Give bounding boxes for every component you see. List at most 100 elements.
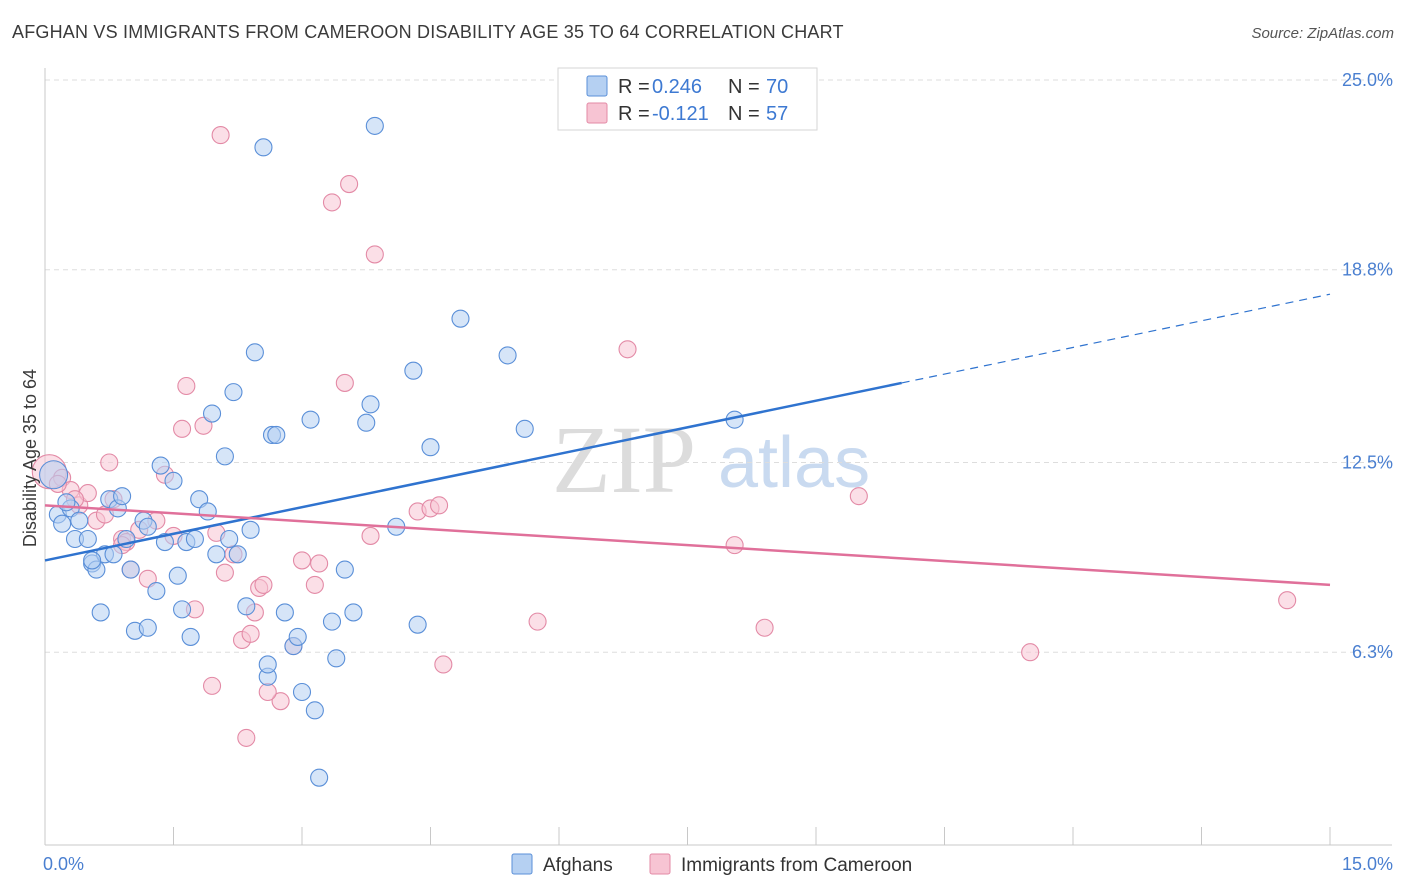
afghan-point-16 — [121, 560, 140, 579]
legend-n-value-1: 70 — [766, 76, 788, 98]
x-tick-label-1: 15.0% — [1342, 854, 1393, 874]
bottom-legend-swatch-cameroon — [649, 853, 671, 875]
cameroon-point-17 — [173, 419, 192, 438]
cameroon-point-20 — [194, 416, 213, 435]
bottom-legend-afghans: Afghans — [543, 855, 613, 876]
afghan-trend-line — [44, 381, 902, 562]
afghan-point-58 — [365, 116, 384, 135]
afghan-point-68 — [138, 517, 157, 536]
afghan-point-61 — [408, 615, 427, 634]
legend-swatch-afghans — [586, 75, 608, 97]
afghan-point-33 — [215, 447, 234, 466]
afghan-point-32 — [207, 545, 226, 564]
afghan-point-2 — [53, 514, 72, 533]
afghan-point-51 — [310, 768, 329, 787]
afghan-point-56 — [357, 413, 376, 432]
bottom-legend: Afghans Immigrants from Cameroon — [511, 853, 912, 876]
cameroon-point-48 — [725, 536, 744, 555]
cameroon-point-56 — [258, 682, 277, 702]
afghan-point-29 — [190, 490, 209, 509]
cameroon-point-41 — [365, 245, 384, 264]
afghan-point-36 — [228, 545, 247, 564]
cameroon-point-27 — [237, 728, 256, 747]
legend-n-label-2: N = — [728, 103, 760, 125]
bottom-legend-swatch-afghans — [511, 853, 533, 875]
y-tick-label-1: 12.5% — [1342, 453, 1393, 473]
cameroon-point-38 — [335, 373, 354, 392]
afghan-point-50 — [305, 701, 324, 720]
afghan-point-42 — [258, 655, 277, 674]
cameroon-point-34 — [292, 551, 312, 570]
afghan-point-49 — [301, 410, 320, 429]
legend-r-label-2: R = — [618, 103, 650, 125]
afghan-point-60 — [404, 361, 423, 380]
cameroon-point-39 — [340, 174, 359, 194]
chart-source: Source: ZipAtlas.com — [1251, 25, 1394, 42]
legend-n-label-1: N = — [728, 76, 760, 98]
cameroon-point-18 — [177, 376, 196, 396]
cameroon-trend-line — [44, 504, 1331, 587]
afghan-point-38 — [241, 520, 260, 539]
tick-labels: 6.3% 12.5% 18.8% 25.0% 0.0% 15.0% — [43, 70, 1393, 874]
cameroon-point-32 — [271, 692, 290, 711]
afghan-point-27 — [181, 627, 200, 646]
afghan-point-14 — [113, 487, 132, 506]
cameroon-point-45 — [434, 655, 453, 674]
legend-r-value-2: -0.121 — [652, 103, 709, 125]
afghan-trend-extension — [901, 293, 1331, 384]
afghan-point-45 — [275, 603, 294, 622]
afghan-point-22 — [155, 533, 174, 552]
afghan-point-63 — [451, 309, 470, 328]
cameroon-point-24 — [215, 563, 234, 582]
afghan-point-37 — [237, 597, 256, 616]
cameroon-point-21 — [203, 676, 222, 695]
legend-swatch-cameroon — [586, 102, 608, 124]
top-legend: R = 0.246 N = 70 R = -0.121 N = 57 — [557, 67, 818, 131]
cameroon-point-44 — [430, 496, 449, 515]
afghan-point-23 — [164, 471, 183, 490]
afghan-point-54 — [335, 560, 354, 579]
cameroon-point-37 — [322, 193, 342, 212]
afghan-point-65 — [515, 419, 534, 438]
afghan-point-5 — [70, 511, 89, 530]
afghan-point-24 — [168, 566, 187, 585]
afghan-point-21 — [151, 456, 170, 475]
chart-title: AFGHAN VS IMMIGRANTS FROM CAMEROON DISAB… — [12, 22, 844, 42]
afghan-point-40 — [254, 138, 273, 157]
y-tick-label-3: 25.0% — [1342, 70, 1393, 90]
cameroon-point-31 — [254, 575, 273, 594]
afghan-point-67 — [83, 551, 102, 570]
cameroon-point-49 — [755, 618, 774, 637]
legend-r-label-1: R = — [618, 76, 650, 98]
afghan-point-31 — [203, 404, 222, 423]
afghan-point-34 — [220, 529, 239, 549]
afghan-point-30 — [198, 502, 217, 521]
y-tick-label-2: 18.8% — [1342, 260, 1393, 280]
cameroon-point-35 — [305, 575, 324, 594]
cameroon-point-40 — [361, 526, 380, 545]
afghan-point-9 — [91, 603, 110, 622]
cameroon-point-23 — [211, 126, 230, 145]
trend-lines — [44, 293, 1331, 587]
afghan-point-62 — [421, 438, 440, 457]
y-axis-title: Disability Age 35 to 64 — [20, 369, 40, 547]
afghan-point-52 — [322, 612, 342, 631]
afghan-point-25 — [173, 600, 192, 619]
cameroon-point-47 — [618, 340, 637, 359]
afghan-point-28 — [185, 529, 204, 549]
afghan-point-20 — [147, 581, 166, 601]
grid-layer — [45, 79, 1392, 653]
afghan-point-55 — [344, 603, 363, 622]
cameroon-point-52 — [1278, 591, 1297, 610]
afghan-point-39 — [245, 343, 264, 362]
cameroon-point-46 — [528, 612, 547, 631]
afghan-point-47 — [288, 627, 307, 646]
axis-layer — [44, 68, 1392, 846]
afghan-point-0 — [39, 460, 69, 490]
cameroon-point-50 — [849, 487, 868, 506]
watermark-zip: ZIP — [552, 406, 696, 513]
cameroon-point-7 — [100, 453, 119, 472]
legend-n-value-2: 57 — [766, 103, 788, 125]
cameroon-point-28 — [241, 624, 260, 643]
